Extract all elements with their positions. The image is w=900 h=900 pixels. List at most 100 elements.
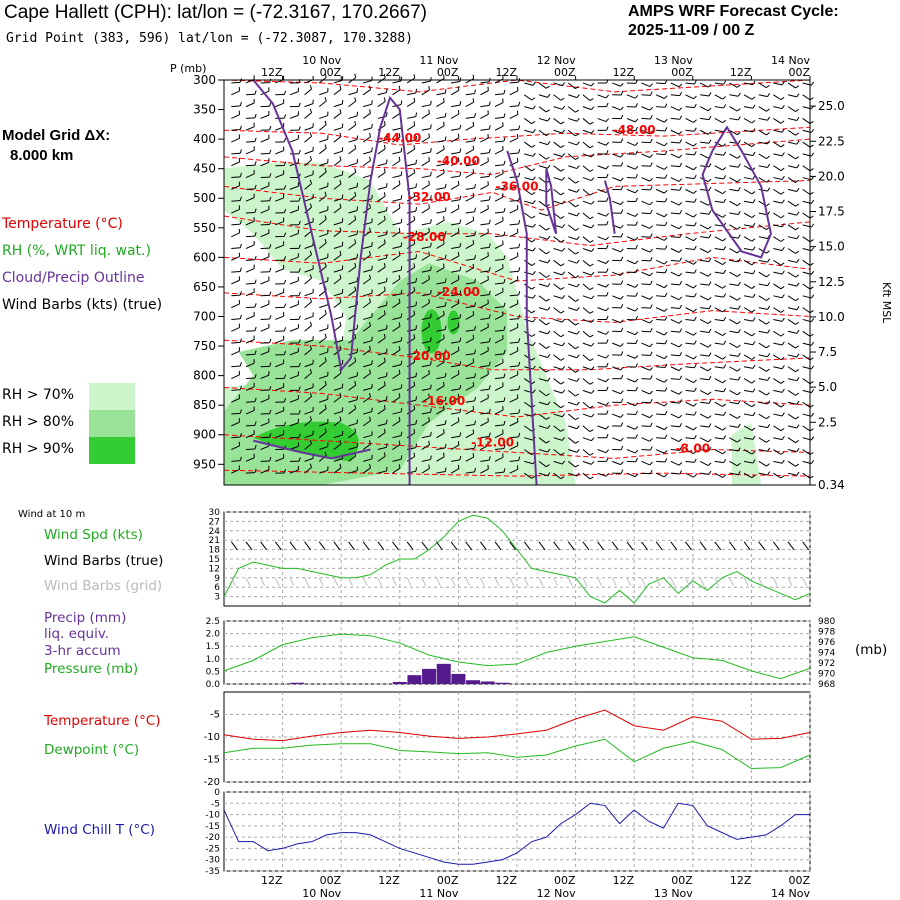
wind-barb — [773, 413, 783, 417]
wind-barb — [333, 79, 343, 84]
wind-barb-flag — [576, 378, 580, 382]
wind-barb — [612, 342, 621, 347]
wind-barb — [480, 350, 489, 356]
wind-barb-flag — [664, 402, 668, 407]
wind-barb — [245, 433, 255, 439]
wind-barb-flag — [679, 210, 683, 215]
wind-barb-flag — [809, 262, 814, 266]
wind-barb-flag — [472, 453, 475, 458]
wind-barb — [509, 421, 519, 427]
wind-barb — [304, 268, 314, 273]
wind-barb-flag — [664, 426, 668, 430]
wind-barb-flag — [560, 97, 565, 101]
wind-barb-flag — [324, 238, 327, 244]
wind-barb — [743, 224, 754, 227]
wind-barb — [685, 389, 695, 392]
wind-barb-flag — [443, 145, 445, 150]
wind-barb-flag — [751, 474, 756, 479]
wind-barb-flag — [722, 96, 727, 100]
wind-barb-flag — [457, 346, 460, 351]
wind-barb — [333, 278, 342, 285]
wind-barb-flag — [795, 463, 800, 467]
wind-barb-flag — [752, 412, 756, 416]
wind-barb-flag — [383, 263, 386, 268]
precip-tick-label: 1.5 — [206, 642, 220, 652]
wind-barb — [538, 141, 548, 146]
wind-barb-flag — [780, 309, 785, 313]
wind-barb-flag — [736, 226, 741, 230]
wind-barb — [392, 458, 402, 462]
wind-barb — [670, 401, 680, 404]
wind-barb-flag — [503, 160, 506, 165]
time-label-top: 12Z — [730, 66, 752, 79]
wind-barb — [524, 94, 532, 101]
wind-barb — [363, 458, 372, 462]
wind-barb — [231, 327, 240, 332]
wind-barb — [641, 389, 650, 395]
wind-barb — [245, 386, 255, 391]
wind-barb-flag — [650, 233, 653, 238]
wind-barb-flag — [678, 83, 683, 88]
wind-barb — [494, 220, 504, 226]
precip-label: Precip (mm) — [44, 610, 127, 626]
wind-barb — [406, 266, 415, 273]
wind-barb — [787, 378, 797, 382]
wind-barb-flag — [722, 214, 727, 218]
wind-barb-flag — [664, 339, 668, 345]
wind-barb — [655, 330, 665, 336]
wind-barb-flag — [339, 108, 342, 114]
wind-barb — [392, 269, 402, 273]
wind-barb — [465, 187, 475, 190]
grid-wind-barb — [362, 577, 368, 587]
wind-barb-flag — [737, 423, 741, 428]
wind-barb — [245, 282, 255, 285]
wind-barb — [245, 401, 255, 403]
wind-barb — [348, 431, 357, 439]
wind-barb-flag — [707, 415, 712, 419]
wind-barb — [362, 301, 371, 309]
wind-barb-flag — [664, 189, 668, 194]
wind-barb — [641, 82, 650, 88]
wind-barb — [245, 472, 255, 474]
wind-barb — [260, 161, 270, 167]
wind-barb — [348, 219, 357, 226]
wind-barb-flag — [531, 97, 536, 101]
wind-barb-flag — [415, 325, 418, 330]
wind-barb-flag — [457, 464, 460, 469]
wind-barb-flag — [503, 137, 506, 142]
wind-barb-flag — [650, 446, 653, 451]
wind-barb — [421, 364, 431, 368]
legend-wind: Wind Barbs (kts) (true) — [2, 297, 163, 313]
wind-barb — [568, 354, 577, 359]
wind-barb — [743, 106, 754, 109]
wind-barb-flag — [415, 348, 418, 354]
wind-barb — [758, 283, 768, 287]
wind-barb — [597, 259, 607, 264]
wind-barb-flag — [809, 215, 814, 219]
wind-barb — [626, 188, 636, 194]
model-grid-info: Model Grid ΔX: 8.000 km — [2, 126, 110, 166]
wind-barb — [304, 112, 312, 119]
wind-barb-flag — [664, 450, 668, 454]
wind-barb-flag — [561, 389, 566, 394]
wind-barb — [685, 165, 694, 171]
wind-barb — [626, 354, 636, 359]
temperature-contour-label: -24.00 — [437, 285, 480, 299]
wind-barb — [597, 188, 607, 193]
wind-barb — [787, 342, 796, 349]
wind-barb-flag — [369, 392, 371, 398]
wind-barb — [392, 420, 401, 427]
wind-barb — [406, 290, 415, 297]
wind-barb — [641, 117, 651, 120]
wind-barb — [245, 141, 255, 143]
wind-barb-flag — [810, 412, 815, 417]
wind-barb — [392, 198, 402, 202]
wind-barb-flag — [737, 116, 741, 121]
wind-barb — [377, 210, 387, 214]
wind-barb-flag — [369, 156, 371, 161]
wind-barb-flag — [781, 317, 785, 322]
pressure-tick-label: 974 — [818, 649, 835, 659]
wind-barb — [421, 231, 430, 238]
wind-barb — [333, 88, 342, 96]
